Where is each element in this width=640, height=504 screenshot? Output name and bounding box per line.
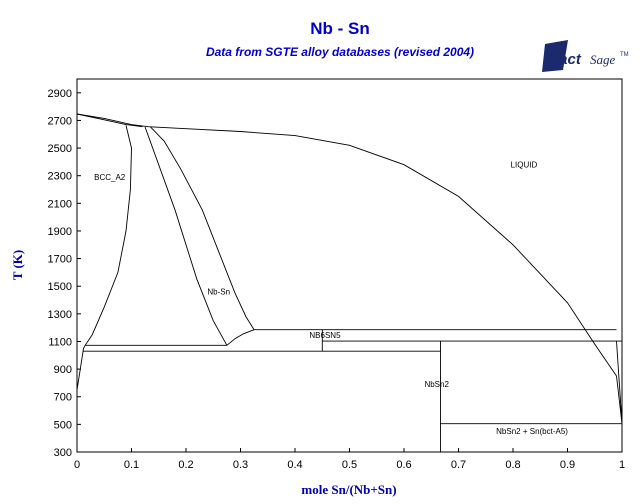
x-axis-label: mole Sn/(Nb+Sn) xyxy=(301,482,396,497)
chart-title: Nb - Sn xyxy=(310,19,370,38)
y-tick-label: 1100 xyxy=(48,336,72,348)
region-label: LIQUID xyxy=(511,160,538,169)
x-tick-label: 0.5 xyxy=(342,459,357,471)
y-tick-label: 2900 xyxy=(48,88,72,100)
phase-boundary-nb-sn-left-boundary xyxy=(144,126,228,346)
region-label: Nb-Sn xyxy=(207,288,230,297)
y-tick-label: 2300 xyxy=(48,171,72,183)
region-label: NbSn2 + Sn(bct-A5) xyxy=(496,427,568,436)
y-tick-label: 500 xyxy=(54,419,72,431)
phase-boundary-nb-sn-right-boundary xyxy=(150,126,255,330)
x-axis: 0 0.1 0.2 0.3 0.4 0.5 0.6 0.7 0.8 0.9 1 xyxy=(74,448,625,471)
phase-boundaries xyxy=(76,113,623,452)
chart-subtitle: Data from SGTE alloy databases (revised … xyxy=(206,45,474,59)
x-tick-label: 0.3 xyxy=(233,459,248,471)
y-tick-label: 2100 xyxy=(48,198,72,210)
y-tick-label: 1700 xyxy=(48,254,72,266)
x-tick-label: 0.9 xyxy=(560,459,575,471)
region-label: NB6SN5 xyxy=(309,331,341,340)
x-tick-label: 1 xyxy=(619,459,625,471)
region-labels: LIQUID BCC_A2 Nb-Sn NB6SN5 NbSn2 NbSn2 + Sn(b… xyxy=(94,160,568,436)
phase-boundary-bcc-liquid-boundary xyxy=(76,113,143,128)
logo-brand-main: Fact xyxy=(550,51,582,68)
phase-boundary-sn-side-solidus xyxy=(616,341,623,424)
y-axis-label: T (K) xyxy=(10,250,25,280)
x-tick-label: 0.7 xyxy=(451,459,466,471)
x-tick-label: 0.8 xyxy=(505,459,520,471)
y-tick-label: 700 xyxy=(54,392,72,404)
y-tick-label: 2700 xyxy=(48,115,72,127)
x-tick-label: 0 xyxy=(74,459,80,471)
y-tick-label: 1500 xyxy=(48,281,72,293)
x-tick-label: 0.1 xyxy=(124,459,139,471)
y-tick-label: 2500 xyxy=(48,143,72,155)
y-tick-label: 900 xyxy=(54,364,72,376)
x-tick-label: 0.4 xyxy=(287,459,302,471)
phase-boundary-liquidus xyxy=(76,113,623,424)
phase-boundary-bcc-solvus xyxy=(76,125,132,390)
x-tick-label: 0.6 xyxy=(396,459,411,471)
logo-brand-sub: Sage xyxy=(590,52,616,67)
factsage-logo: Fact Sage TM xyxy=(542,40,629,72)
y-tick-label: 1900 xyxy=(48,226,72,238)
region-label: BCC_A2 xyxy=(94,173,126,182)
x-tick-label: 0.2 xyxy=(178,459,193,471)
logo-trademark: TM xyxy=(620,52,629,58)
y-tick-label: 1300 xyxy=(48,309,72,321)
phase-boundary-nb-sn-lower-boundary xyxy=(226,329,255,346)
logo-mark xyxy=(542,40,568,72)
y-axis: 300 500 700 900 1100 1300 1500 1700 1900 2100 2300… xyxy=(48,88,81,459)
region-label: NbSn2 xyxy=(424,380,449,389)
y-tick-label: 300 xyxy=(54,447,72,459)
